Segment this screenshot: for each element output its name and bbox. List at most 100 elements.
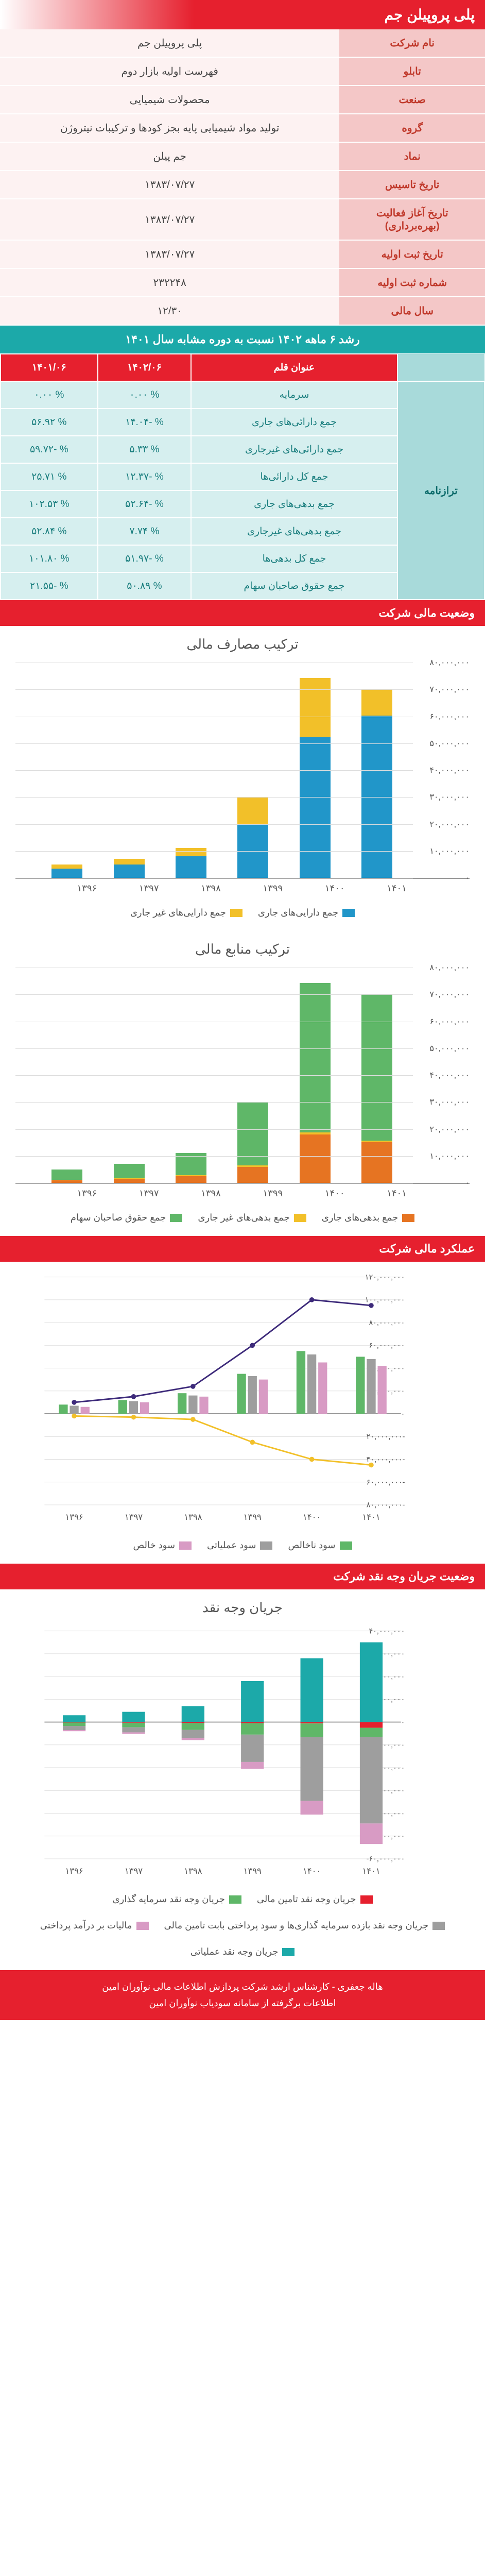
bar-segment [122,1727,145,1733]
bar [378,1366,387,1414]
growth-v1: % ۵.۳۳ [98,436,192,463]
bar [237,1374,246,1414]
growth-item: جمع بدهی‌های غیرجاری [191,518,397,545]
legend-item: جمع بدهی‌های غیر جاری [198,1212,306,1223]
info-value: ۲۳۲۲۴۸ [0,268,339,297]
bar-segment [122,1732,145,1734]
x-label: ۱۳۹۶ [77,883,97,894]
legend-item: جمع دارایی‌های جاری [258,907,355,918]
bar [140,1402,149,1414]
col-1402: ۱۴۰۲/۰۶ [98,354,192,381]
bar-segment [301,1737,323,1801]
growth-side-label: ترازنامه [397,381,484,600]
bar-segment [360,1722,383,1728]
combo-chart: -۸۰,۰۰۰,۰۰۰-۶۰,۰۰۰,۰۰۰-۴۰,۰۰۰,۰۰۰-۲۰,۰۰۰… [15,1272,470,1530]
bar-segment [182,1706,204,1722]
info-value: ۱۳۸۳/۰۷/۲۷ [0,240,339,268]
bar [367,1359,375,1414]
legend-item: جمع حقوق صاحبان سهام [71,1212,183,1223]
bar-segment [63,1726,85,1730]
x-label: ۱۳۹۹ [263,883,283,894]
bar-segment [122,1723,145,1727]
bar-segment [241,1722,264,1723]
info-value: پلی پروپیلن جم [0,29,339,57]
bar-segment [176,1176,206,1183]
x-label: ۱۴۰۱ [387,883,407,894]
col-item: عنوان قلم [191,354,397,381]
svg-text:۱۳۹۸: ۱۳۹۸ [184,1513,202,1522]
x-label: ۱۳۹۸ [201,883,221,894]
info-label: سال مالی [339,297,485,325]
legend-item: جریان وجه نقد بازده سرمایه گذاری‌ها و سو… [164,1920,445,1931]
y-tick: ۶۰,۰۰۰,۰۰۰ [429,1016,470,1027]
bar-segment [301,1722,323,1724]
footer-line2: اطلاعات برگرفته از سامانه سودیاب نوآوران… [10,1995,475,2011]
bar-segment [361,994,392,1141]
y-tick: ۱۰,۰۰۰,۰۰۰ [429,846,470,856]
y-tick: ۷۰,۰۰۰,۰۰۰ [429,989,470,999]
bar-segment [114,1178,145,1179]
svg-text:۴۰,۰۰۰,۰۰۰: ۴۰,۰۰۰,۰۰۰ [369,1627,405,1635]
bar-segment [63,1730,85,1731]
info-value: محصولات شیمیایی [0,86,339,114]
growth-v1: % -۵۱.۹۷ [98,545,192,572]
svg-text:۱۲۰,۰۰۰,۰۰۰: ۱۲۰,۰۰۰,۰۰۰ [365,1273,405,1281]
bar-segment [114,1164,145,1178]
chart2-title: ترکیب منابع مالی [15,941,470,957]
bar-segment [63,1722,85,1726]
svg-text:-۲۰,۰۰۰,۰۰۰: -۲۰,۰۰۰,۰۰۰ [367,1433,405,1441]
svg-text:۶۰,۰۰۰,۰۰۰: ۶۰,۰۰۰,۰۰۰ [369,1342,405,1350]
y-tick: ۴۰,۰۰۰,۰۰۰ [429,765,470,775]
bar-segment [63,1715,85,1722]
svg-text:۰: ۰ [401,1718,405,1726]
x-label: ۱۴۰۱ [387,1188,407,1199]
info-label: گروه [339,114,485,142]
y-tick: ۸۰,۰۰۰,۰۰۰ [429,962,470,973]
y-tick: ۴۰,۰۰۰,۰۰۰ [429,1070,470,1080]
svg-text:۱۴۰۰: ۱۴۰۰ [303,1513,321,1522]
bar-segment [360,1823,383,1844]
info-label: نماد [339,142,485,171]
growth-v2: % ۵۲.۸۴ [1,518,98,545]
company-name: پلی پروپیلن جم [385,7,475,23]
x-label: ۱۳۹۹ [263,1188,283,1199]
svg-text:۱۴۰۰: ۱۴۰۰ [303,1867,321,1876]
growth-v2: % ۰.۰۰ [1,381,98,409]
section-financial-perf: عملکرد مالی شرکت [0,1236,485,1262]
legend-item: جریان وجه نقد سرمایه گذاری [112,1894,241,1905]
bar-segment [114,1179,145,1183]
trend-line [74,1416,371,1465]
growth-v2: % ۲۵.۷۱ [1,463,98,490]
info-value: ۱۳۸۳/۰۷/۲۷ [0,171,339,199]
svg-text:۸۰,۰۰۰,۰۰۰: ۸۰,۰۰۰,۰۰۰ [369,1319,405,1327]
growth-item: سرمایه [191,381,397,409]
y-tick: ۵۰,۰۰۰,۰۰۰ [429,1043,470,1054]
bar-segment [360,1728,383,1737]
svg-text:۱۳۹۸: ۱۳۹۸ [184,1867,202,1876]
company-header: پلی پروپیلن جم [0,0,485,29]
bar-segment [51,1170,82,1180]
bar-segment [176,856,206,878]
bar-segment [182,1722,204,1723]
bar-segment [63,1722,85,1723]
svg-text:-۶۰,۰۰۰,۰۰۰: -۶۰,۰۰۰,۰۰۰ [367,1479,405,1487]
y-tick: ۸۰,۰۰۰,۰۰۰ [429,657,470,668]
footer-line1: هاله جعفری - کارشناس ارشد شرکت پردازش اط… [10,1978,475,1995]
bar-segment [300,737,331,878]
x-label: ۱۳۹۷ [139,883,159,894]
bar-segment [361,689,392,716]
svg-text:۰: ۰ [401,1410,405,1418]
bar-segment [361,1141,392,1142]
growth-v2: % -۲۱.۵۵ [1,572,98,600]
bar-segment [237,797,268,824]
info-value: فهرست اولیه بازار دوم [0,57,339,86]
bar-segment [114,865,145,878]
bar [70,1406,78,1414]
chart-performance: -۸۰,۰۰۰,۰۰۰-۶۰,۰۰۰,۰۰۰-۴۰,۰۰۰,۰۰۰-۲۰,۰۰۰… [0,1262,485,1564]
col-1401: ۱۴۰۱/۰۶ [1,354,98,381]
bar-segment [241,1723,264,1735]
section-cash-flow: وضعیت جریان وجه نقد شرکت [0,1564,485,1589]
bar-segment [182,1730,204,1738]
info-label: نام شرکت [339,29,485,57]
bar-segment [122,1712,145,1722]
